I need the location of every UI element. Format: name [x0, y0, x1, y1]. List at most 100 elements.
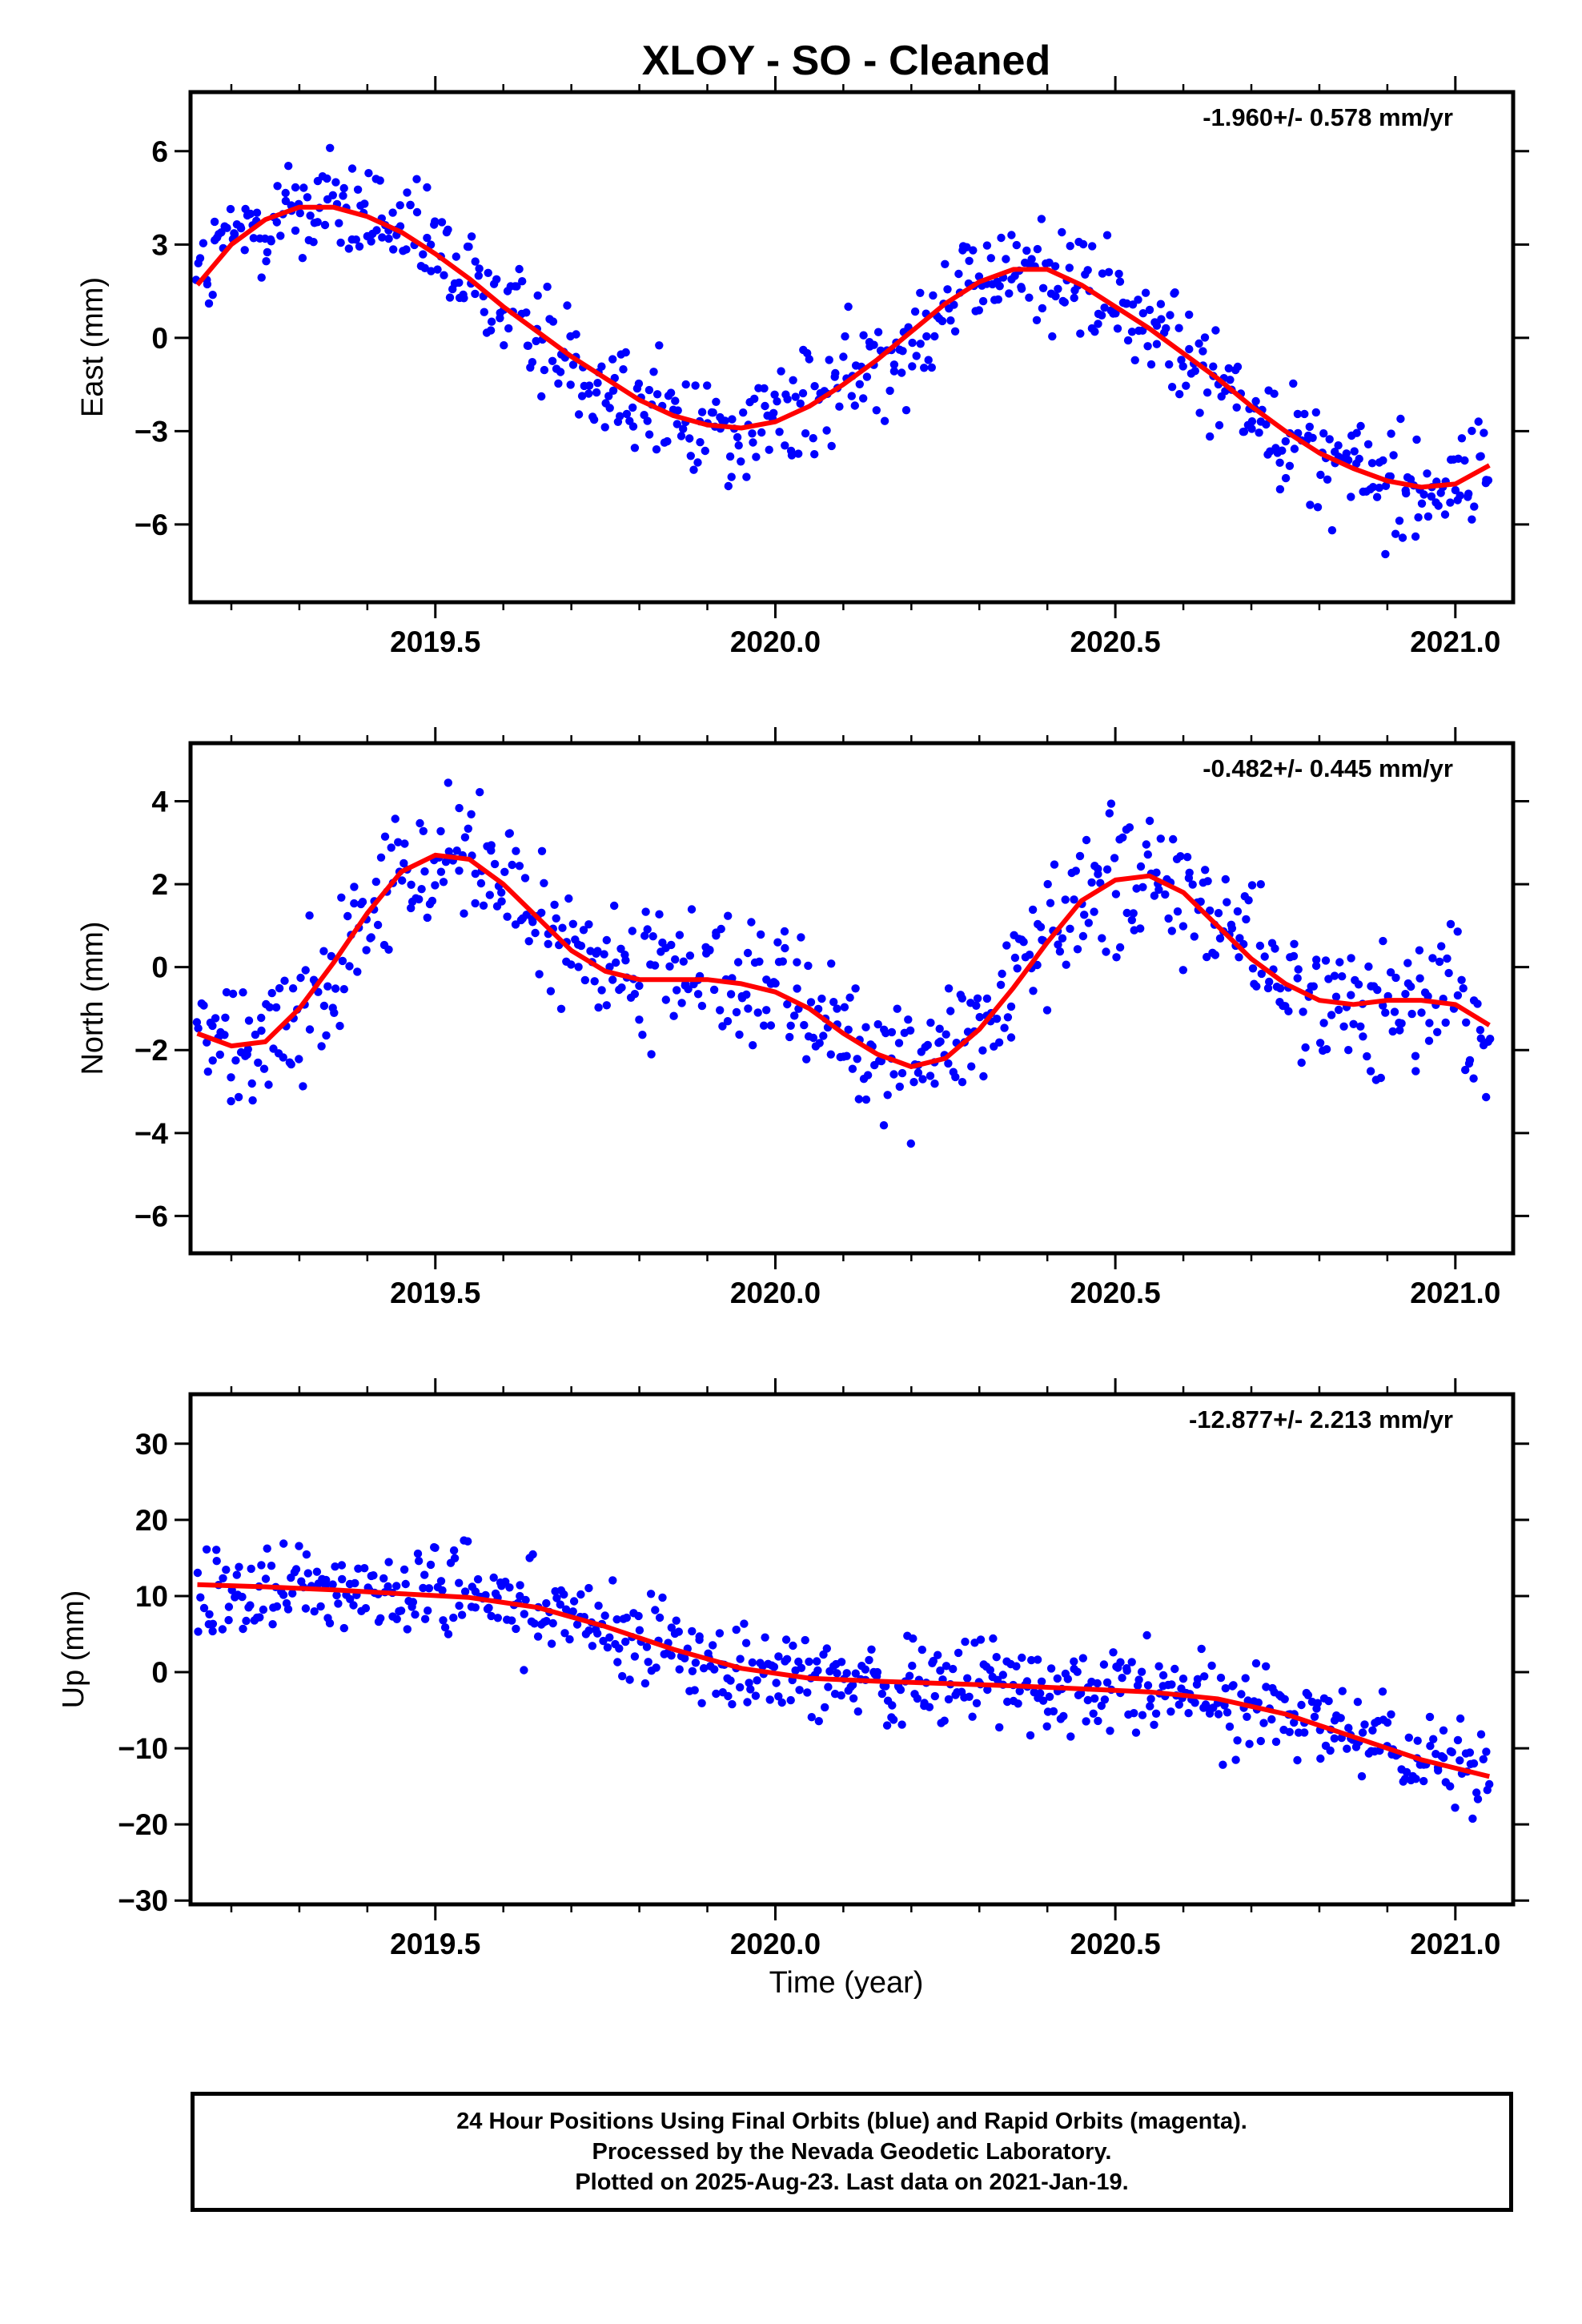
east-data-point — [1391, 529, 1400, 538]
east-data-point — [353, 185, 363, 194]
east-data-point — [440, 271, 448, 279]
north-data-point — [257, 1026, 266, 1035]
east-data-point — [1050, 262, 1060, 271]
east-data-point — [691, 381, 700, 390]
east-data-point — [1170, 288, 1179, 297]
east-data-point — [1356, 421, 1365, 431]
up-data-point — [1184, 1709, 1193, 1718]
east-data-point — [994, 295, 1003, 304]
east-data-point — [1457, 434, 1467, 443]
north-data-point — [1013, 964, 1022, 973]
east-data-point — [889, 360, 899, 369]
east-data-point — [1468, 515, 1476, 524]
north-data-point — [1359, 1032, 1367, 1041]
east-data-point — [1090, 328, 1099, 336]
up-data-point — [455, 1601, 464, 1610]
east-rate-annotation: -1.960+/- 0.578 mm/yr — [1203, 103, 1453, 131]
east-data-point — [1412, 435, 1421, 444]
north-data-point — [460, 909, 468, 918]
north-data-point — [222, 987, 231, 997]
east-data-point — [1305, 422, 1315, 432]
up-data-point — [489, 1573, 498, 1582]
east-data-point — [291, 226, 300, 235]
east-data-point — [1114, 269, 1123, 279]
up-data-point — [1214, 1710, 1223, 1719]
east-data-point — [445, 293, 455, 302]
up-data-point — [851, 1669, 861, 1678]
up-data-point — [1037, 1677, 1046, 1686]
north-data-point — [444, 847, 453, 856]
north-data-point — [753, 1008, 762, 1017]
north-data-point — [1242, 915, 1251, 924]
east-data-point — [1434, 501, 1443, 510]
east-data-point — [1038, 304, 1047, 313]
east-data-point — [252, 208, 262, 217]
east-data-point — [532, 336, 540, 346]
north-data-point — [1284, 1007, 1293, 1015]
up-data-point — [1237, 1690, 1246, 1699]
north-data-point — [1185, 868, 1194, 878]
up-data-point — [1116, 1658, 1125, 1667]
north-data-point — [923, 1040, 933, 1050]
up-data-point — [1038, 1696, 1048, 1705]
north-data-point — [415, 895, 424, 904]
up-data-point — [1142, 1630, 1151, 1640]
east-data-point — [339, 191, 347, 200]
north-data-point — [1215, 934, 1225, 943]
north-data-point — [926, 1072, 935, 1080]
east-data-point — [761, 401, 769, 411]
east-data-point — [1051, 292, 1060, 301]
up-data-point — [1170, 1664, 1179, 1674]
north-data-point — [982, 994, 992, 1003]
north-y-tick-label: −2 — [135, 1034, 168, 1067]
north-data-point — [826, 1050, 836, 1059]
north-data-point — [936, 1037, 945, 1046]
north-data-point — [579, 926, 588, 935]
east-y-tick-label: 0 — [151, 322, 168, 355]
east-data-point — [796, 399, 805, 408]
north-data-point — [1309, 982, 1319, 991]
north-x-tick-label: 2020.5 — [1070, 1277, 1161, 1309]
east-data-point — [1306, 501, 1315, 509]
east-data-point — [364, 169, 373, 178]
up-data-point — [1303, 1691, 1313, 1699]
north-data-point — [854, 1095, 864, 1104]
east-data-point — [1327, 526, 1337, 535]
north-data-point — [1050, 860, 1059, 869]
north-data-point — [709, 985, 719, 995]
east-data-point — [518, 277, 527, 286]
up-data-point — [1033, 1655, 1042, 1664]
north-data-point — [1354, 980, 1363, 989]
east-data-point — [1166, 311, 1174, 320]
east-data-point — [1255, 428, 1263, 437]
north-data-point — [643, 925, 652, 934]
east-data-point — [1289, 379, 1298, 388]
up-data-point — [1468, 1814, 1477, 1823]
east-data-point — [1032, 316, 1042, 324]
east-data-point — [644, 385, 654, 395]
east-data-point — [1038, 283, 1048, 292]
north-data-point — [1125, 823, 1134, 832]
up-data-point — [1049, 1707, 1058, 1716]
east-data-point — [533, 291, 542, 300]
north-data-point — [781, 943, 789, 953]
up-data-point — [339, 1623, 348, 1633]
north-data-point — [350, 883, 359, 891]
north-data-point — [593, 947, 602, 955]
up-data-point — [736, 1655, 745, 1663]
north-data-point — [460, 833, 470, 842]
east-data-point — [537, 392, 546, 401]
north-data-point — [1290, 939, 1299, 949]
east-data-point — [372, 226, 381, 235]
up-data-point — [603, 1643, 612, 1652]
north-data-point — [467, 810, 476, 818]
north-data-point — [641, 907, 650, 916]
up-data-point — [594, 1601, 603, 1610]
up-data-point — [1300, 1728, 1309, 1737]
up-data-point — [695, 1632, 704, 1641]
east-data-point — [938, 316, 947, 326]
north-data-point — [367, 933, 375, 942]
north-data-point — [505, 829, 514, 838]
east-data-point — [367, 237, 375, 246]
north-data-point — [605, 963, 614, 971]
